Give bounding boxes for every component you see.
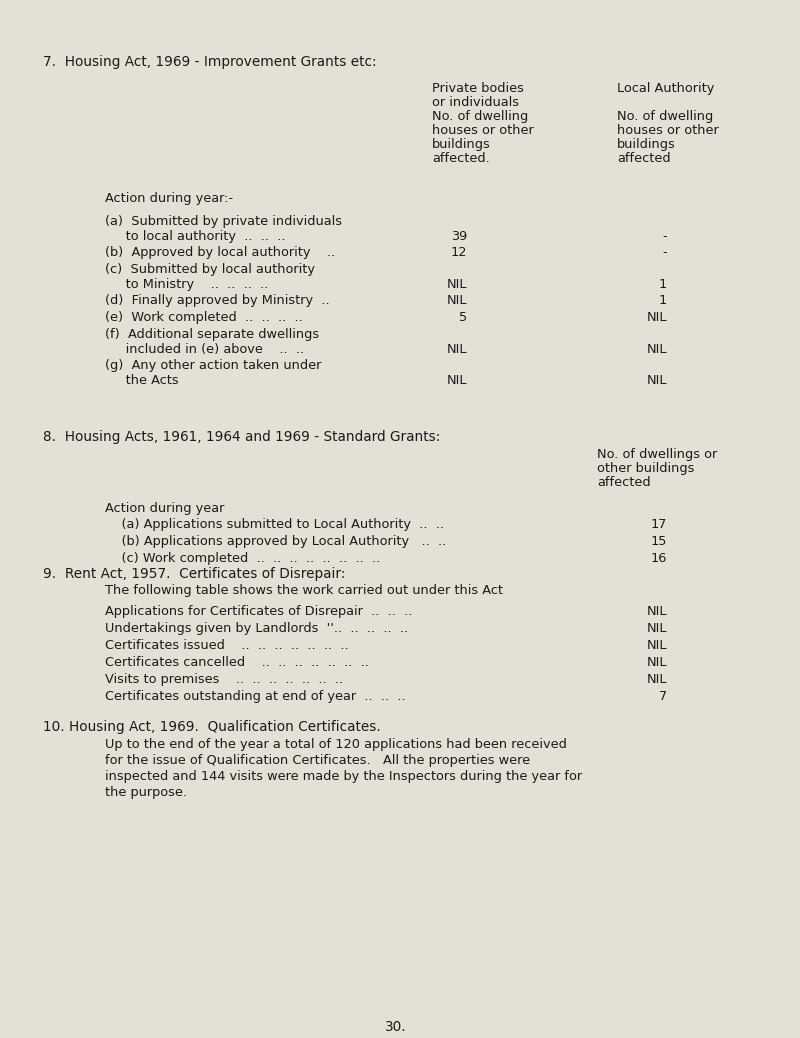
Text: 5: 5	[459, 311, 467, 324]
Text: Up to the end of the year a total of 120 applications had been received: Up to the end of the year a total of 120…	[105, 738, 567, 752]
Text: No. of dwelling: No. of dwelling	[617, 110, 714, 122]
Text: buildings: buildings	[432, 138, 490, 151]
Text: for the issue of Qualification Certificates.   All the properties were: for the issue of Qualification Certifica…	[105, 754, 530, 767]
Text: 30.: 30.	[385, 1020, 406, 1034]
Text: NIL: NIL	[446, 374, 467, 387]
Text: 1: 1	[658, 278, 667, 291]
Text: NIL: NIL	[646, 343, 667, 356]
Text: NIL: NIL	[446, 343, 467, 356]
Text: (c) Work completed  ..  ..  ..  ..  ..  ..  ..  ..: (c) Work completed .. .. .. .. .. .. .. …	[105, 552, 380, 565]
Text: NIL: NIL	[646, 639, 667, 652]
Text: 15: 15	[650, 535, 667, 548]
Text: or individuals: or individuals	[432, 95, 519, 109]
Text: 17: 17	[650, 518, 667, 531]
Text: NIL: NIL	[646, 374, 667, 387]
Text: 10. Housing Act, 1969.  Qualification Certificates.: 10. Housing Act, 1969. Qualification Cer…	[43, 720, 381, 734]
Text: 8.  Housing Acts, 1961, 1964 and 1969 - Standard Grants:: 8. Housing Acts, 1961, 1964 and 1969 - S…	[43, 430, 440, 444]
Text: affected: affected	[597, 476, 650, 489]
Text: Local Authority: Local Authority	[617, 82, 714, 95]
Text: (f)  Additional separate dwellings: (f) Additional separate dwellings	[105, 328, 319, 342]
Text: to Ministry    ..  ..  ..  ..: to Ministry .. .. .. ..	[105, 278, 268, 291]
Text: 1: 1	[658, 294, 667, 307]
Text: houses or other: houses or other	[617, 124, 718, 137]
Text: 7.  Housing Act, 1969 - Improvement Grants etc:: 7. Housing Act, 1969 - Improvement Grant…	[43, 55, 377, 69]
Text: (a)  Submitted by private individuals: (a) Submitted by private individuals	[105, 215, 342, 228]
Text: Applications for Certificates of Disrepair  ..  ..  ..: Applications for Certificates of Disrepa…	[105, 605, 412, 618]
Text: 7: 7	[659, 690, 667, 703]
Text: Action during year:-: Action during year:-	[105, 192, 233, 204]
Text: the purpose.: the purpose.	[105, 786, 187, 799]
Text: to local authority  ..  ..  ..: to local authority .. .. ..	[105, 230, 286, 243]
Text: affected: affected	[617, 152, 670, 165]
Text: (b) Applications approved by Local Authority   ..  ..: (b) Applications approved by Local Autho…	[105, 535, 446, 548]
Text: NIL: NIL	[446, 294, 467, 307]
Text: Visits to premises    ..  ..  ..  ..  ..  ..  ..: Visits to premises .. .. .. .. .. .. ..	[105, 673, 343, 686]
Text: Action during year: Action during year	[105, 502, 224, 515]
Text: (b)  Approved by local authority    ..: (b) Approved by local authority ..	[105, 246, 335, 260]
Text: -: -	[662, 246, 667, 260]
Text: (a) Applications submitted to Local Authority  ..  ..: (a) Applications submitted to Local Auth…	[105, 518, 444, 531]
Text: NIL: NIL	[446, 278, 467, 291]
Text: 12: 12	[450, 246, 467, 260]
Text: 9.  Rent Act, 1957.  Certificates of Disrepair:: 9. Rent Act, 1957. Certificates of Disre…	[43, 567, 346, 581]
Text: other buildings: other buildings	[597, 462, 694, 475]
Text: houses or other: houses or other	[432, 124, 534, 137]
Text: (d)  Finally approved by Ministry  ..: (d) Finally approved by Ministry ..	[105, 294, 330, 307]
Text: (e)  Work completed  ..  ..  ..  ..: (e) Work completed .. .. .. ..	[105, 311, 302, 324]
Text: Certificates cancelled    ..  ..  ..  ..  ..  ..  ..: Certificates cancelled .. .. .. .. .. ..…	[105, 656, 369, 670]
Text: NIL: NIL	[646, 673, 667, 686]
Text: included in (e) above    ..  ..: included in (e) above .. ..	[105, 343, 304, 356]
Text: NIL: NIL	[646, 311, 667, 324]
Text: (c)  Submitted by local authority: (c) Submitted by local authority	[105, 263, 315, 276]
Text: 39: 39	[450, 230, 467, 243]
Text: NIL: NIL	[646, 622, 667, 635]
Text: the Acts: the Acts	[105, 374, 178, 387]
Text: (g)  Any other action taken under: (g) Any other action taken under	[105, 359, 322, 372]
Text: No. of dwelling: No. of dwelling	[432, 110, 528, 122]
Text: Certificates outstanding at end of year  ..  ..  ..: Certificates outstanding at end of year …	[105, 690, 406, 703]
Text: inspected and 144 visits were made by the Inspectors during the year for: inspected and 144 visits were made by th…	[105, 770, 582, 783]
Text: NIL: NIL	[646, 605, 667, 618]
Text: 16: 16	[650, 552, 667, 565]
Text: NIL: NIL	[646, 656, 667, 670]
Text: No. of dwellings or: No. of dwellings or	[597, 448, 718, 461]
Text: Private bodies: Private bodies	[432, 82, 524, 95]
Text: The following table shows the work carried out under this Act: The following table shows the work carri…	[105, 584, 503, 597]
Text: buildings: buildings	[617, 138, 676, 151]
Text: Undertakings given by Landlords  ''..  ..  ..  ..  ..: Undertakings given by Landlords ''.. .. …	[105, 622, 408, 635]
Text: -: -	[662, 230, 667, 243]
Text: affected.: affected.	[432, 152, 490, 165]
Text: Certificates issued    ..  ..  ..  ..  ..  ..  ..: Certificates issued .. .. .. .. .. .. ..	[105, 639, 349, 652]
